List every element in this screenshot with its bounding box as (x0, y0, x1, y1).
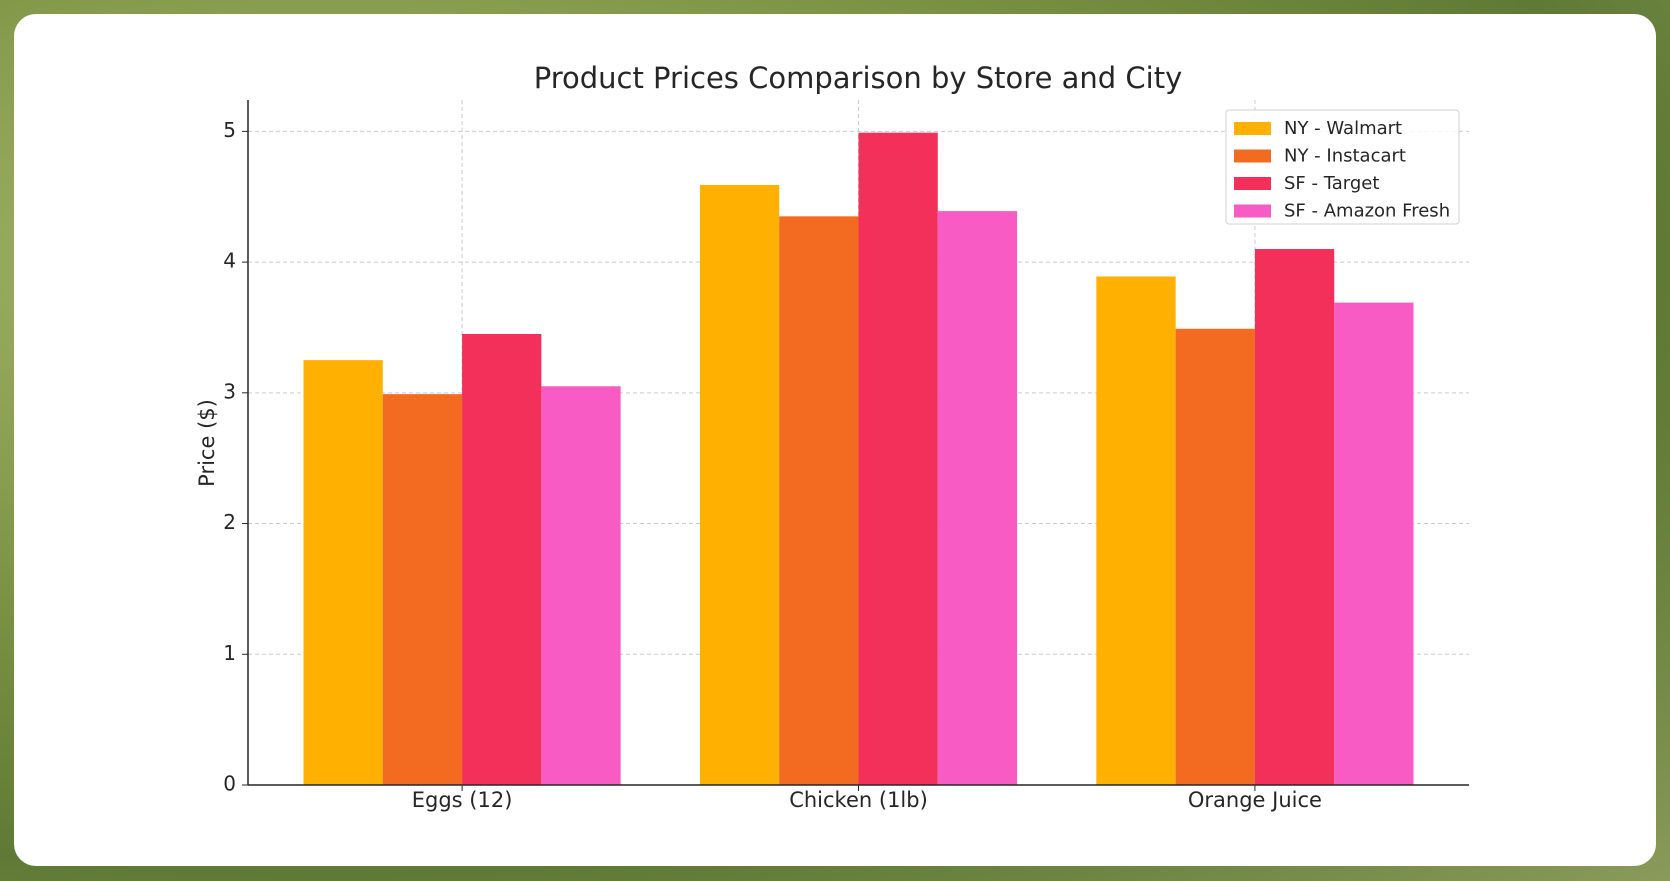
y-tick-label: 4 (223, 249, 236, 273)
bar (303, 360, 383, 785)
bar (779, 216, 859, 786)
legend-label: NY - Instacart (1284, 146, 1406, 167)
legend-label: NY - Walmart (1284, 118, 1402, 139)
y-tick-label: 3 (223, 379, 236, 403)
legend-swatch (1234, 122, 1271, 135)
legend-label: SF - Target (1284, 173, 1379, 194)
x-tick-label: Orange Juice (1188, 788, 1322, 812)
bar (1334, 302, 1414, 785)
bar (699, 184, 780, 785)
bar (382, 394, 463, 785)
x-tick-label: Chicken (1lb) (789, 788, 928, 812)
legend-label: SF - Amazon Fresh (1284, 201, 1450, 222)
y-axis-label: Price ($) (195, 399, 219, 487)
bar (462, 333, 542, 785)
legend-swatch (1234, 204, 1271, 218)
y-tick-label: 2 (223, 510, 236, 534)
legend-swatch (1234, 177, 1271, 190)
legend-box (1225, 109, 1460, 225)
legend-swatch (1234, 149, 1271, 163)
bar (541, 386, 621, 785)
bar (1175, 328, 1255, 785)
bar (1096, 276, 1176, 785)
chart-title: Product Prices Comparison by Store and C… (534, 61, 1183, 95)
y-tick-label: 5 (223, 118, 236, 142)
y-tick-label: 0 (223, 772, 236, 796)
y-tick-label: 1 (223, 641, 236, 665)
bar (937, 211, 1018, 786)
x-tick-label: Eggs (12) (412, 788, 513, 812)
bar (858, 132, 938, 786)
bar (1254, 249, 1335, 785)
